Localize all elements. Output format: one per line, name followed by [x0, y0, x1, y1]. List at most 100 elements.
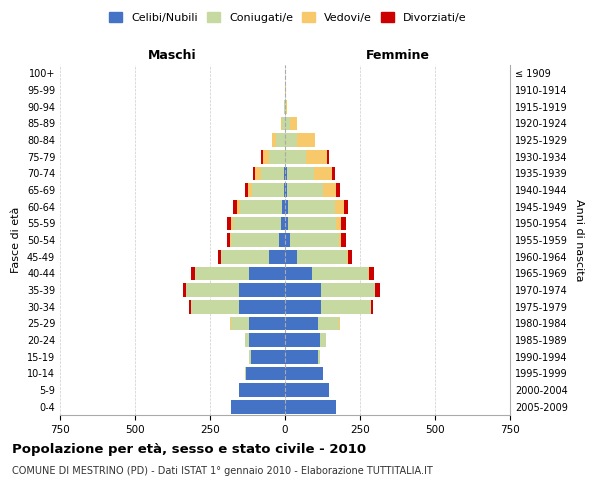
Bar	[183, 283, 186, 297]
Bar	[287, 183, 323, 197]
Bar	[339, 233, 341, 247]
Bar	[285, 300, 321, 314]
Bar	[331, 166, 335, 180]
Bar	[245, 183, 248, 197]
Bar	[249, 266, 285, 280]
Bar	[191, 266, 195, 280]
Bar	[269, 150, 285, 164]
Bar	[287, 166, 314, 180]
Bar	[252, 183, 284, 197]
Bar	[327, 150, 329, 164]
Bar	[221, 250, 269, 264]
Bar	[285, 200, 288, 213]
Text: Popolazione per età, sesso e stato civile - 2010: Popolazione per età, sesso e stato civil…	[12, 442, 366, 456]
Bar	[285, 183, 287, 197]
Bar	[285, 116, 290, 130]
Bar	[255, 166, 261, 180]
Bar	[323, 183, 336, 197]
Bar	[314, 166, 331, 180]
Bar	[318, 350, 320, 364]
Bar	[321, 283, 375, 297]
Bar	[290, 233, 339, 247]
Bar	[288, 200, 335, 213]
Bar	[249, 350, 251, 364]
Bar	[233, 216, 281, 230]
Bar	[341, 233, 346, 247]
Bar	[285, 400, 336, 413]
Bar	[231, 316, 249, 330]
Bar	[285, 333, 320, 347]
Bar	[285, 350, 318, 364]
Bar	[341, 216, 346, 230]
Bar	[285, 133, 297, 147]
Bar	[227, 216, 231, 230]
Bar	[367, 266, 369, 280]
Y-axis label: Anni di nascita: Anni di nascita	[574, 198, 584, 281]
Bar	[297, 133, 315, 147]
Bar	[285, 233, 290, 247]
Bar	[321, 300, 371, 314]
Bar	[230, 233, 231, 247]
Bar	[261, 166, 284, 180]
Bar	[282, 116, 285, 130]
Text: Femmine: Femmine	[365, 48, 430, 62]
Bar	[284, 100, 285, 114]
Bar	[318, 316, 339, 330]
Bar	[249, 333, 285, 347]
Bar	[276, 133, 285, 147]
Bar	[231, 216, 233, 230]
Bar	[336, 216, 341, 230]
Bar	[237, 200, 240, 213]
Bar	[285, 100, 286, 114]
Bar	[246, 366, 285, 380]
Bar	[297, 250, 347, 264]
Bar	[285, 216, 288, 230]
Bar	[253, 166, 255, 180]
Bar	[227, 233, 230, 247]
Bar	[284, 166, 285, 180]
Bar	[375, 283, 380, 297]
Bar	[248, 183, 252, 197]
Bar	[191, 300, 239, 314]
Bar	[285, 383, 329, 397]
Bar	[263, 150, 269, 164]
Bar	[339, 316, 340, 330]
Bar	[245, 333, 249, 347]
Text: Maschi: Maschi	[148, 48, 197, 62]
Y-axis label: Fasce di età: Fasce di età	[11, 207, 21, 273]
Bar	[285, 166, 287, 180]
Bar	[336, 183, 340, 197]
Bar	[288, 216, 336, 230]
Bar	[348, 250, 352, 264]
Bar	[371, 300, 373, 314]
Bar	[284, 183, 285, 197]
Bar	[231, 233, 279, 247]
Bar	[189, 300, 191, 314]
Text: COMUNE DI MESTRINO (PD) - Dati ISTAT 1° gennaio 2010 - Elaborazione TUTTITALIA.I: COMUNE DI MESTRINO (PD) - Dati ISTAT 1° …	[12, 466, 433, 476]
Bar	[285, 250, 297, 264]
Bar	[239, 300, 285, 314]
Bar	[347, 250, 348, 264]
Bar	[240, 200, 282, 213]
Legend: Celibi/Nubili, Coniugati/e, Vedovi/e, Divorziati/e: Celibi/Nubili, Coniugati/e, Vedovi/e, Di…	[105, 8, 471, 28]
Bar	[281, 116, 282, 130]
Bar	[251, 350, 285, 364]
Bar	[279, 233, 285, 247]
Bar	[239, 283, 285, 297]
Bar	[282, 200, 285, 213]
Bar	[245, 366, 246, 380]
Bar	[269, 250, 285, 264]
Bar	[369, 266, 373, 280]
Bar	[249, 316, 285, 330]
Bar	[271, 133, 276, 147]
Bar	[195, 266, 249, 280]
Bar	[231, 400, 285, 413]
Bar	[285, 266, 312, 280]
Bar	[230, 316, 231, 330]
Bar	[335, 200, 343, 213]
Bar	[285, 283, 321, 297]
Bar	[312, 266, 367, 280]
Bar	[261, 150, 263, 164]
Bar	[290, 116, 297, 130]
Bar	[239, 383, 285, 397]
